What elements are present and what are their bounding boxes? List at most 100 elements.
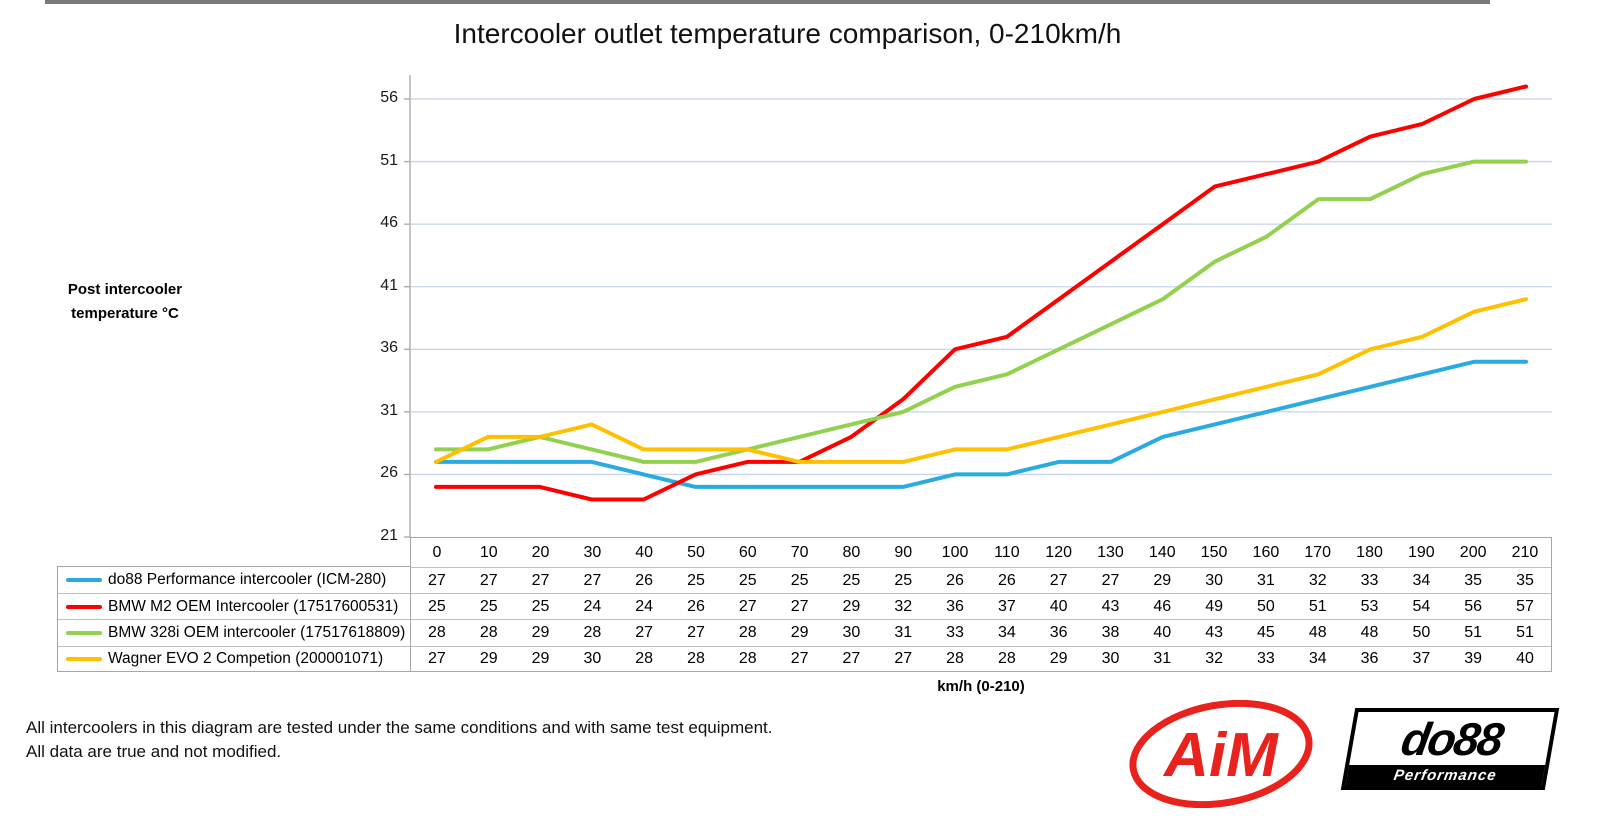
table-row: 25 25 25 24 24 26 27 27 29 32 36 37 40 43 46 49 50 51 53 54… <box>411 593 1551 619</box>
table-cell: 27 <box>790 650 809 668</box>
y-axis-label-line1: Post intercooler <box>67 281 183 298</box>
table-cell: 36 <box>1049 623 1068 641</box>
y-tick-label: 46 <box>380 214 398 232</box>
legend-swatch-line <box>66 604 102 609</box>
footer-line1: All intercoolers in this diagram are tes… <box>26 718 773 737</box>
aim-logo-text: AiM <box>1162 721 1279 790</box>
table-cell: 28 <box>583 623 602 641</box>
table-cell: 27 <box>583 571 602 589</box>
table-cell: 25 <box>531 597 550 615</box>
table-cell: 37 <box>997 597 1016 615</box>
table-cell: 51 <box>1308 597 1327 615</box>
table-header-cell: 10 <box>479 543 498 561</box>
footer-note: All intercoolers in this diagram are tes… <box>26 716 773 764</box>
series-line <box>434 159 1528 464</box>
legend-row: Wagner EVO 2 Competion (200001071) <box>58 645 410 672</box>
table-cell: 28 <box>635 650 654 668</box>
table-cell: 28 <box>738 623 757 641</box>
legend-label: BMW M2 OEM Intercooler (17517600531) <box>108 597 399 615</box>
table-cell: 32 <box>894 597 913 615</box>
table-cell: 53 <box>1360 597 1379 615</box>
table-cell: 27 <box>531 571 550 589</box>
table-cell: 29 <box>531 650 550 668</box>
x-axis-label: km/h (0-210) <box>937 678 1025 695</box>
table-cell: 29 <box>1153 571 1172 589</box>
table-header-cell: 30 <box>583 543 602 561</box>
table-cell: 26 <box>635 571 654 589</box>
table-cell: 56 <box>1464 597 1483 615</box>
table-cell: 36 <box>1360 650 1379 668</box>
table-cell: 27 <box>790 597 809 615</box>
legend-label: Wagner EVO 2 Competion (200001071) <box>108 650 384 668</box>
table-cell: 28 <box>687 650 705 668</box>
table-cell: 40 <box>1516 650 1534 668</box>
table-cell: 51 <box>1464 623 1483 641</box>
table-cell: 34 <box>997 623 1016 641</box>
series-line <box>434 359 1528 489</box>
table-cell: 27 <box>428 650 446 668</box>
table-cell: 49 <box>1205 597 1223 615</box>
table-header-row: 0 10 20 30 40 50 60 70 80 90 100 110 120 130 140 150 160… <box>411 538 1551 567</box>
table-cell: 25 <box>428 597 446 615</box>
table-header-cell: 0 <box>432 543 442 561</box>
table-header-cell: 20 <box>531 543 550 561</box>
table-cell: 30 <box>1205 571 1223 589</box>
do88-logo-text: do88 <box>1397 712 1507 765</box>
legend-swatch-line <box>66 657 102 662</box>
table-cell: 28 <box>946 650 964 668</box>
table-header-cell: 160 <box>1252 543 1280 561</box>
table-cell: 27 <box>894 650 913 668</box>
series-line <box>434 297 1528 464</box>
table-cell: 33 <box>1257 650 1275 668</box>
table-cell: 29 <box>842 597 861 615</box>
table-cell: 29 <box>479 650 498 668</box>
table-cell: 34 <box>1412 571 1431 589</box>
y-axis-label: Post intercooler temperature °C <box>35 278 215 326</box>
y-tick-label: 56 <box>380 89 398 106</box>
aim-logo: AiM <box>1129 700 1313 808</box>
table-header-cell: 70 <box>790 543 809 561</box>
table-header-cell: 100 <box>941 543 969 561</box>
table-header-cell: 140 <box>1148 543 1176 561</box>
table-header-cell: 120 <box>1045 543 1072 561</box>
table-cell: 30 <box>842 623 861 641</box>
table-cell: 26 <box>946 571 964 589</box>
table-header-cell: 60 <box>738 543 757 561</box>
data-table: 0 10 20 30 40 50 60 70 80 90 100 110 120 130 140 150 160… <box>410 537 1552 672</box>
table-cell: 24 <box>635 597 654 615</box>
legend-label: BMW 328i OEM intercooler (17517618809) <box>108 623 406 641</box>
table-cell: 40 <box>1049 597 1068 615</box>
table-cell: 25 <box>738 571 757 589</box>
table-cell: 25 <box>894 571 913 589</box>
legend-box: do88 Performance intercooler (ICM-280) BM… <box>57 566 410 672</box>
table-cell: 35 <box>1516 571 1534 589</box>
table-cell: 31 <box>1257 571 1275 589</box>
y-axis-label-line2: temperature °C <box>71 305 179 322</box>
table-cell: 27 <box>428 571 446 589</box>
table-row: 27 29 29 30 28 28 28 27 27 27 28 28 29 30 31 32 33 34 36 37… <box>411 645 1551 672</box>
table-cell: 26 <box>687 597 705 615</box>
legend-row: BMW 328i OEM intercooler (17517618809) <box>58 619 410 645</box>
legend-swatch-line <box>66 630 102 635</box>
table-cell: 33 <box>1360 571 1379 589</box>
table-cell: 57 <box>1516 597 1534 615</box>
table-row: 27 27 27 27 26 25 25 25 25 25 26 26 27 27 29 30 31 32 33 34… <box>411 567 1551 593</box>
table-cell: 30 <box>1101 650 1120 668</box>
table-cell: 39 <box>1464 650 1483 668</box>
table-cell: 28 <box>428 623 446 641</box>
table-header-cell: 210 <box>1511 543 1539 561</box>
table-header-cell: 180 <box>1356 543 1383 561</box>
table-cell: 45 <box>1257 623 1275 641</box>
table-cell: 30 <box>583 650 602 668</box>
table-cell: 27 <box>687 623 705 641</box>
table-cell: 28 <box>997 650 1016 668</box>
table-cell: 27 <box>842 650 861 668</box>
table-cell: 29 <box>531 623 550 641</box>
table-cell: 33 <box>946 623 964 641</box>
do88-logo: do88 Performance <box>1340 708 1560 790</box>
table-cell: 27 <box>1101 571 1120 589</box>
table-cell: 31 <box>1153 650 1172 668</box>
table-cell: 25 <box>687 571 705 589</box>
table-cell: 25 <box>842 571 861 589</box>
